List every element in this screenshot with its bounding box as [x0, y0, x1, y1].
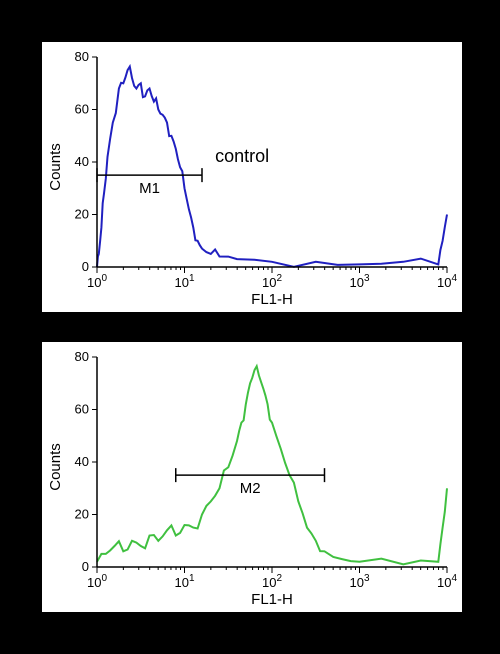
xtick-label: 102 — [262, 273, 282, 290]
bottom-chart-panel: 0 20 40 60 80 100 101 102 103 104 Counts FL1-H M… — [40, 340, 464, 614]
bottom-ylabel: Counts — [47, 443, 64, 491]
bottom-chart-svg: 0 20 40 60 80 100 101 102 103 104 Counts FL1-H M… — [42, 342, 462, 612]
top-annotation-control: control — [215, 146, 269, 166]
top-chart-svg: 0 20 40 60 80 100 101 102 103 104 Counts FL1-H M… — [42, 42, 462, 312]
xtick-label: 103 — [349, 573, 369, 590]
xtick-label: 100 — [87, 273, 107, 290]
xtick-label: 104 — [437, 273, 457, 290]
ytick-label: 80 — [75, 349, 89, 364]
xtick-label: 103 — [349, 273, 369, 290]
ytick-label: 0 — [82, 559, 89, 574]
xtick-label: 104 — [437, 573, 457, 590]
marker-label: M1 — [139, 180, 160, 197]
xtick-label: 100 — [87, 573, 107, 590]
ytick-label: 80 — [75, 49, 89, 64]
top-chart-panel: 0 20 40 60 80 100 101 102 103 104 Counts FL1-H M… — [40, 40, 464, 314]
ytick-label: 60 — [75, 102, 89, 117]
top-xlabel: FL1-H — [251, 291, 293, 308]
xtick-label: 101 — [174, 273, 194, 290]
marker-label: M2 — [240, 480, 261, 497]
ytick-label: 20 — [75, 507, 89, 522]
bottom-xlabel: FL1-H — [251, 591, 293, 608]
ytick-label: 40 — [75, 154, 89, 169]
ytick-label: 0 — [82, 259, 89, 274]
histogram-trace — [97, 67, 447, 267]
xtick-label: 102 — [262, 573, 282, 590]
ytick-label: 40 — [75, 454, 89, 469]
top-ylabel: Counts — [47, 143, 64, 191]
histogram-trace — [97, 366, 447, 564]
ytick-label: 20 — [75, 207, 89, 222]
xtick-label: 101 — [174, 573, 194, 590]
ytick-label: 60 — [75, 402, 89, 417]
